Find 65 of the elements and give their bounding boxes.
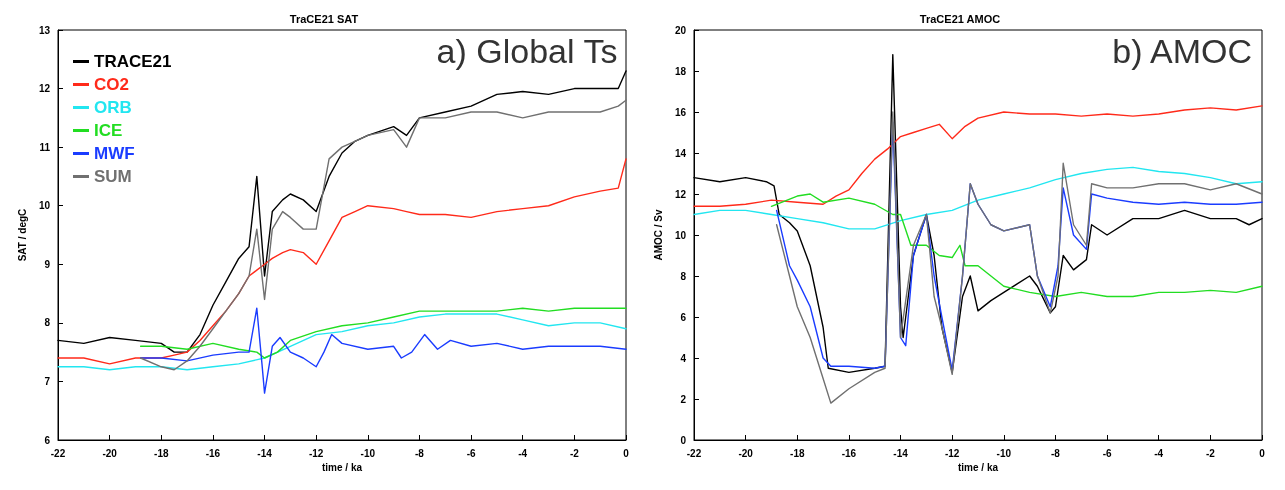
y-tick-label: 9 <box>44 258 51 270</box>
y-tick-label: 10 <box>674 229 687 241</box>
x-tick-label: 0 <box>623 447 630 459</box>
x-tick-label: -16 <box>205 447 221 459</box>
x-tick-label: -20 <box>738 447 754 459</box>
chart-title: TraCE21 SAT <box>289 12 359 25</box>
legend-label: ICE <box>94 121 123 140</box>
x-tick-label: -12 <box>944 447 960 459</box>
y-axis-title: SAT / degC <box>17 208 29 262</box>
x-tick-label: -4 <box>1154 447 1164 459</box>
annotation: a) Global Ts <box>436 32 618 70</box>
x-tick-label: -12 <box>308 447 324 459</box>
y-tick-label: 13 <box>38 24 51 36</box>
x-tick-label: -10 <box>360 447 376 459</box>
line-series <box>139 307 627 359</box>
x-tick-label: -10 <box>996 447 1012 459</box>
y-tick-label: 0 <box>680 434 687 446</box>
x-tick-label: -6 <box>1102 447 1112 459</box>
y-tick-label: 8 <box>680 270 687 282</box>
y-tick-label: 16 <box>674 106 687 118</box>
y-tick-label: 4 <box>680 352 687 364</box>
y-tick-label: 8 <box>44 317 51 329</box>
x-axis-title: time / ka <box>321 462 363 474</box>
x-tick-label: -2 <box>569 447 580 459</box>
y-tick-label: 18 <box>674 65 687 77</box>
legend-label: MWF <box>94 144 135 163</box>
y-tick-label: 7 <box>44 375 51 387</box>
line-series <box>139 307 627 394</box>
x-tick-label: -22 <box>686 447 702 459</box>
y-tick-label: 12 <box>674 188 687 200</box>
annotation: b) AMOC <box>1112 32 1253 70</box>
legend-label: CO2 <box>94 75 129 94</box>
line-series <box>693 105 1263 207</box>
y-tick-label: 12 <box>38 83 51 95</box>
chart-title: TraCE21 AMOC <box>919 12 1001 25</box>
x-tick-label: -18 <box>790 447 805 459</box>
legend-label: TRACE21 <box>94 52 172 71</box>
x-tick-label: -20 <box>102 447 118 459</box>
y-tick-label: 10 <box>38 200 51 212</box>
x-tick-label: -22 <box>50 447 66 459</box>
legend-label: ORB <box>94 98 132 117</box>
line-series <box>693 166 1263 230</box>
x-tick-label: -2 <box>1205 447 1216 459</box>
y-axis-title: AMOC / Sv <box>653 209 665 261</box>
x-tick-label: -4 <box>518 447 528 459</box>
y-tick-label: 11 <box>39 141 51 153</box>
x-tick-label: -14 <box>893 447 909 459</box>
line-series <box>770 193 1263 298</box>
x-tick-label: -18 <box>154 447 169 459</box>
x-tick-label: -6 <box>466 447 476 459</box>
y-tick-label: 6 <box>44 434 51 446</box>
x-tick-label: -16 <box>841 447 857 459</box>
x-tick-label: 0 <box>1259 447 1266 459</box>
x-tick-label: -14 <box>257 447 273 459</box>
legend-label: SUM <box>94 167 132 186</box>
y-tick-label: 14 <box>674 147 687 159</box>
x-axis-title: time / ka <box>957 462 999 474</box>
y-tick-label: 20 <box>674 24 687 36</box>
x-tick-label: -8 <box>1051 447 1061 459</box>
line-series <box>57 313 627 371</box>
y-tick-label: 2 <box>680 393 687 405</box>
x-tick-label: -8 <box>415 447 425 459</box>
y-tick-label: 6 <box>680 311 687 323</box>
line-series <box>57 158 627 365</box>
line-series <box>139 99 627 371</box>
